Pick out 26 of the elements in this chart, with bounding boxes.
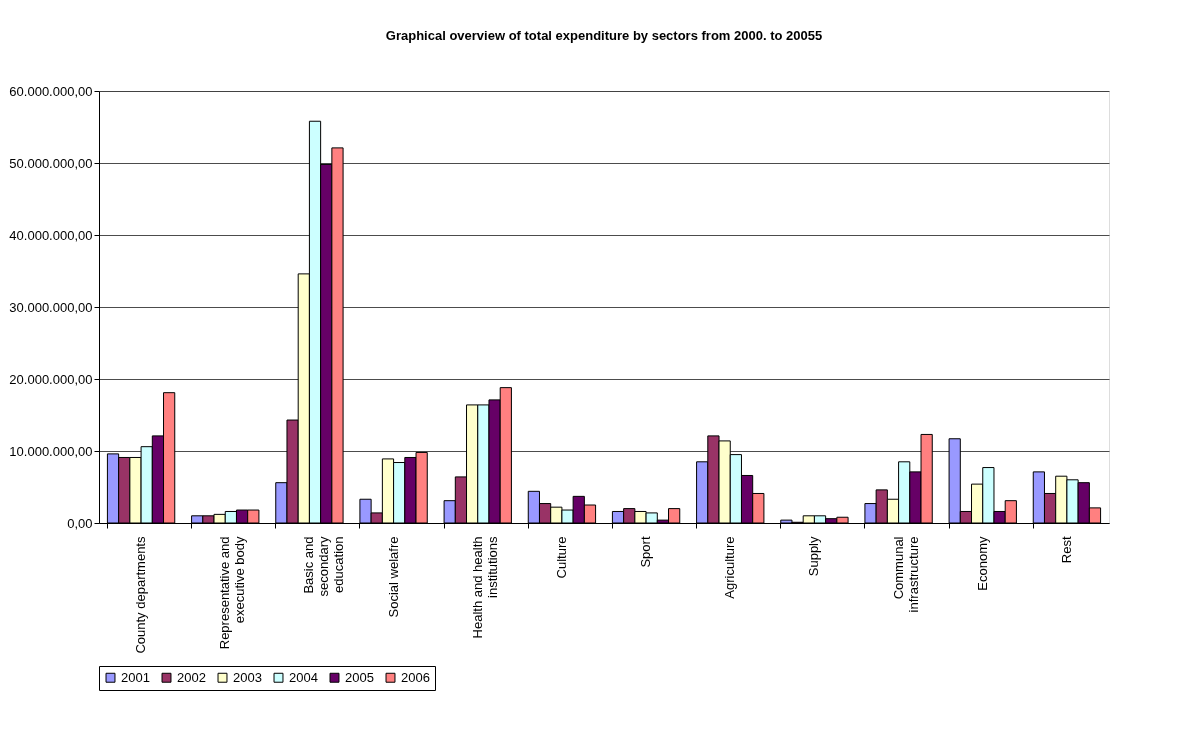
x-tick-label: Basic and secondary education	[301, 536, 347, 597]
legend-label: 2001	[121, 669, 150, 685]
y-tick-label: 60.000.000,00	[9, 83, 93, 99]
legend-label: 2003	[233, 669, 262, 685]
x-tick-label: Social welafre	[385, 536, 401, 618]
x-tick-label: Culture	[553, 536, 569, 579]
y-tick-label: 0,00	[67, 515, 93, 531]
legend-label: 2005	[345, 669, 374, 685]
y-tick-label: 50.000.000,00	[9, 155, 93, 171]
y-tick-label: 20.000.000,00	[9, 371, 93, 387]
y-tick-label: 10.000.000,00	[9, 443, 93, 459]
legend-label: 2006	[401, 669, 430, 685]
x-tick-label: Rest	[1058, 536, 1074, 564]
x-tick-label: Representative and executive body	[217, 536, 248, 650]
y-tick-label: 40.000.000,00	[9, 227, 93, 243]
x-tick-label: Communal infrastructure	[890, 536, 921, 613]
x-tick-label: Health and health institutions	[469, 536, 500, 639]
legend-label: 2004	[289, 669, 318, 685]
x-tick-label: Sport	[638, 536, 654, 568]
x-tick-label: Agriculture	[722, 536, 738, 599]
legend-label: 2002	[177, 669, 206, 685]
x-tick-label: Economy	[974, 536, 990, 591]
y-tick-label: 30.000.000,00	[9, 299, 93, 315]
x-tick-label: County departments	[133, 536, 149, 654]
x-tick-label: Supply	[806, 536, 822, 577]
chart-title: Graphical overview of total expenditure by sectors from 2000. to 20055	[385, 28, 823, 43]
